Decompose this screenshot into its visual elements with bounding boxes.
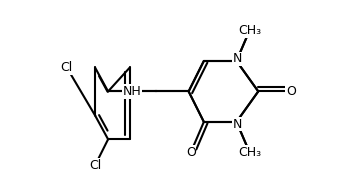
Text: O: O bbox=[286, 85, 296, 98]
Text: Cl: Cl bbox=[89, 159, 101, 172]
Text: O: O bbox=[186, 146, 196, 159]
Text: N: N bbox=[233, 117, 242, 131]
Text: Cl: Cl bbox=[60, 61, 73, 74]
Text: NH: NH bbox=[123, 85, 142, 98]
Text: CH₃: CH₃ bbox=[238, 146, 261, 159]
Text: CH₃: CH₃ bbox=[238, 24, 261, 37]
Text: N: N bbox=[233, 52, 242, 65]
